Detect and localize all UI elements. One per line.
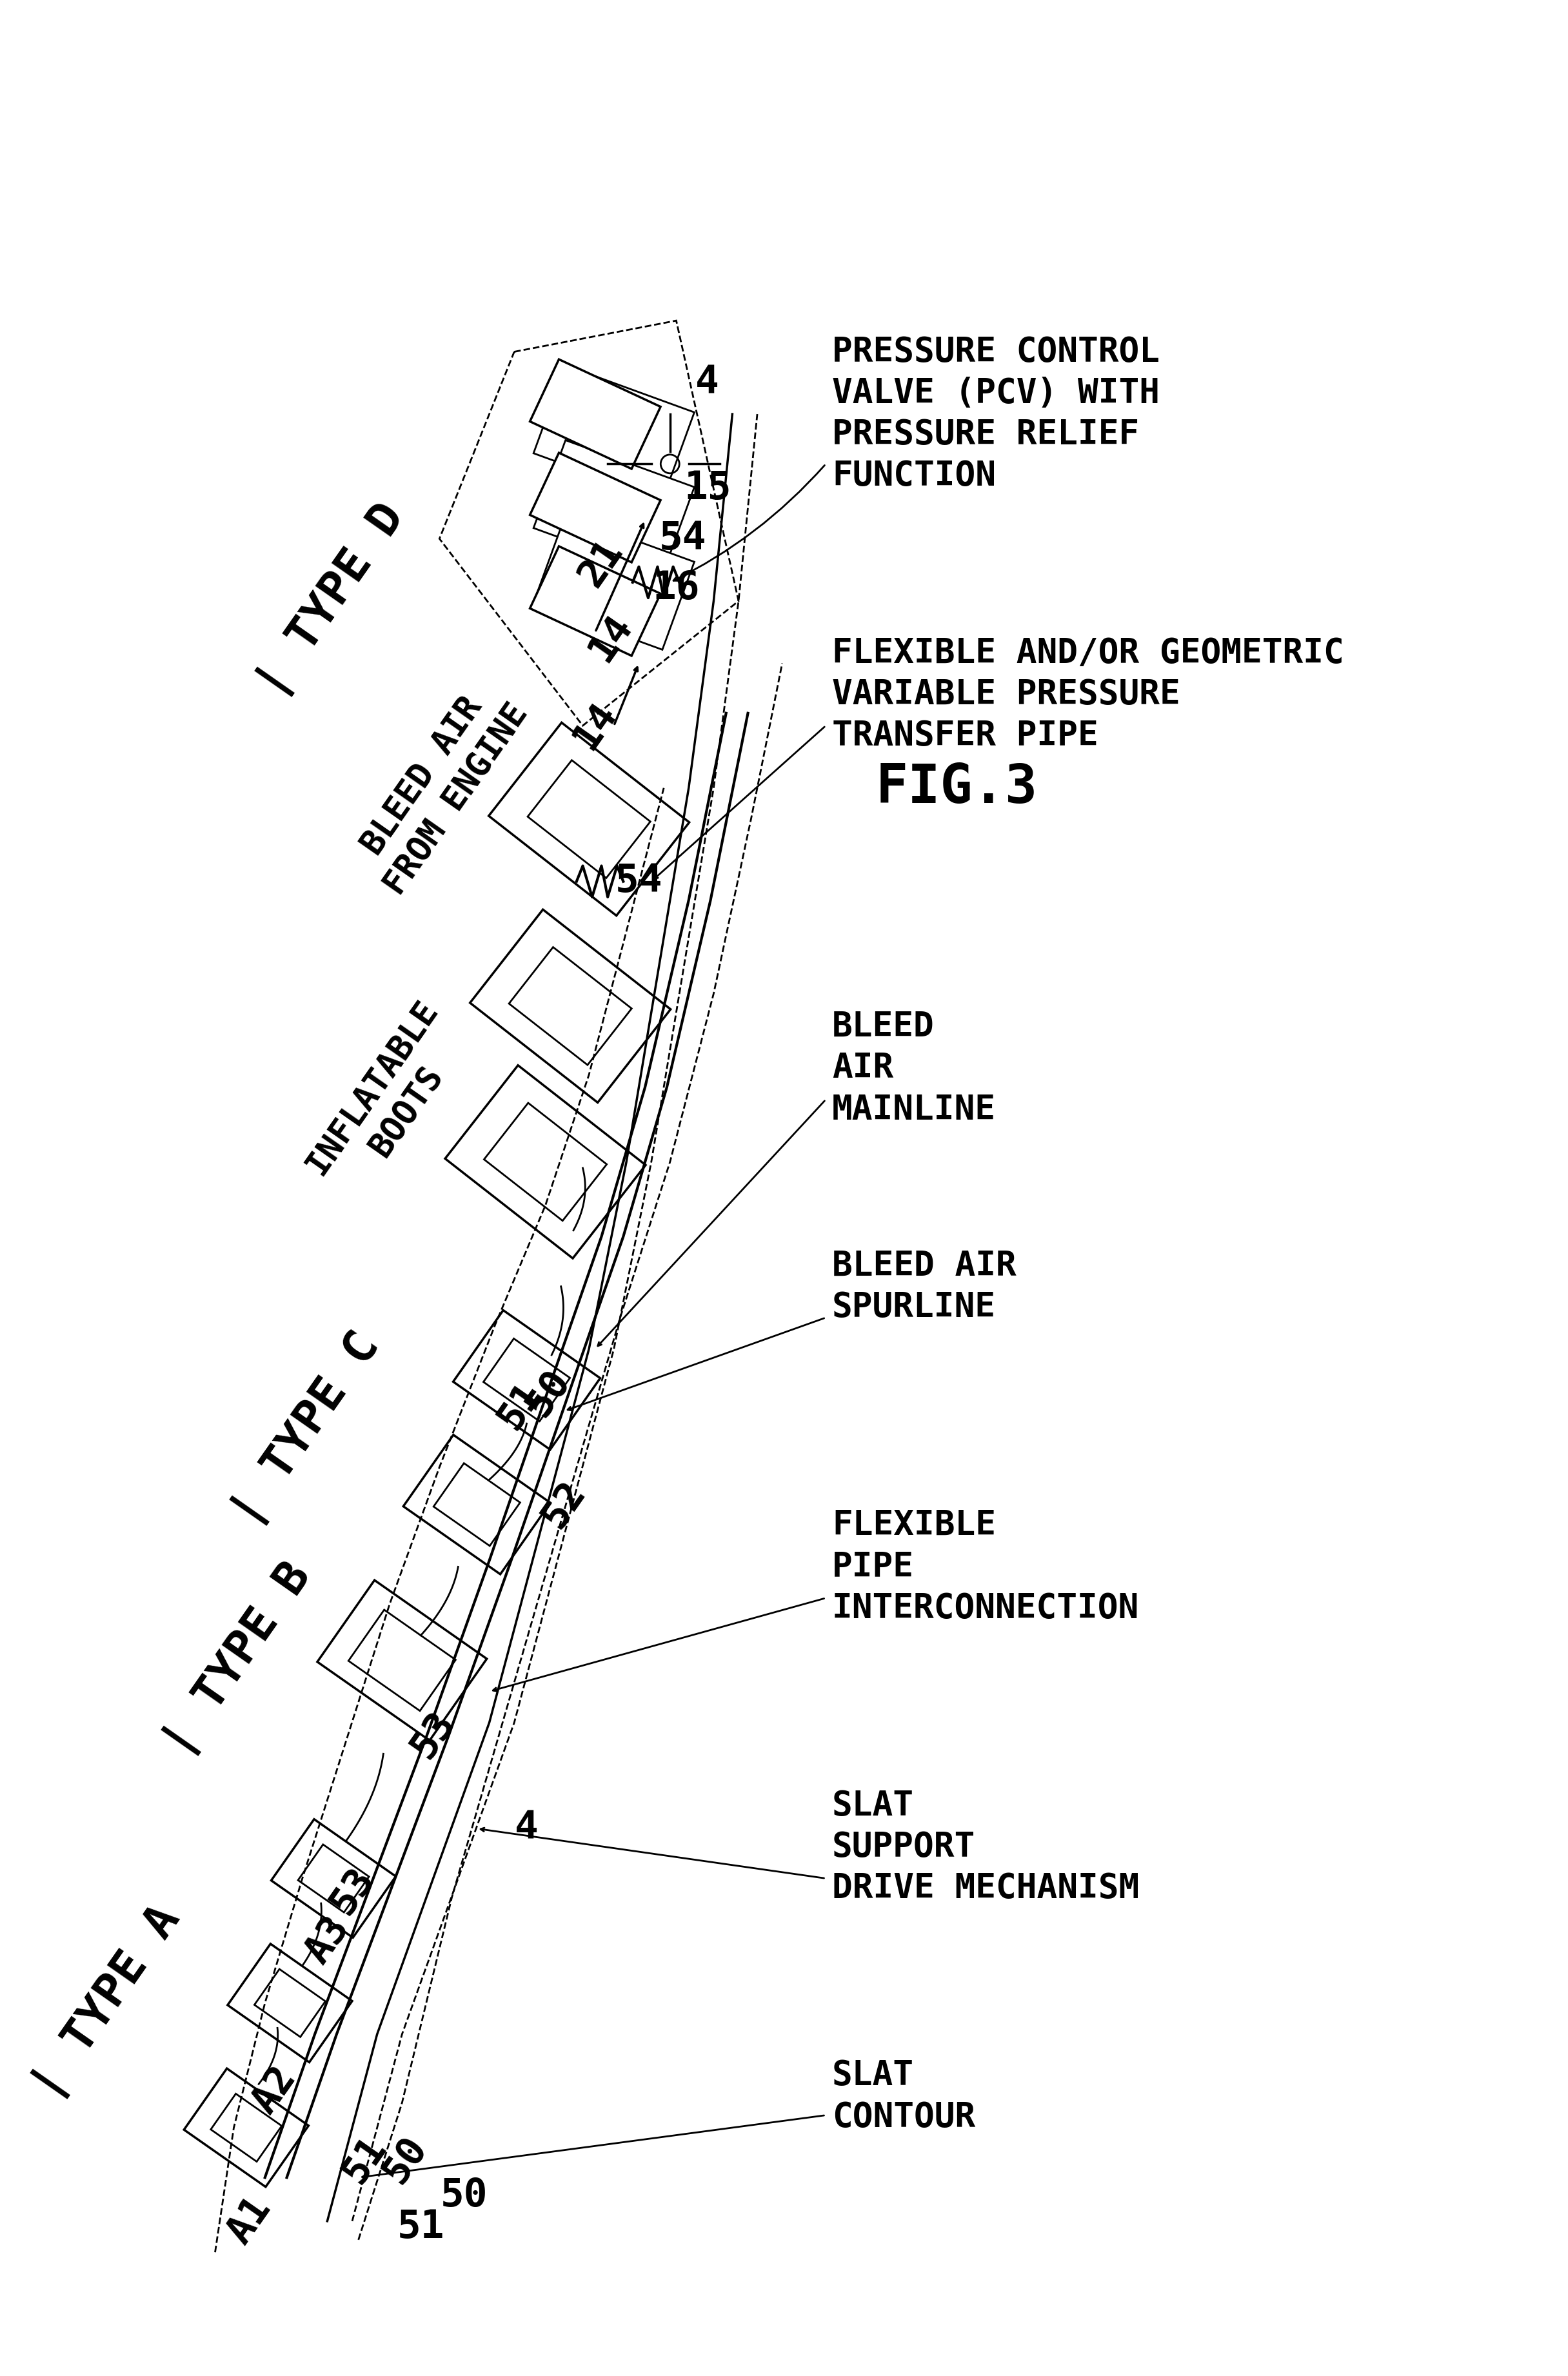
- Text: 50: 50: [376, 2129, 434, 2191]
- Polygon shape: [434, 1464, 521, 1547]
- Text: 14: 14: [582, 608, 640, 668]
- Polygon shape: [445, 1064, 646, 1259]
- Text: 51: 51: [336, 2129, 394, 2191]
- Text: 4: 4: [696, 364, 720, 402]
- Polygon shape: [227, 1944, 353, 2062]
- Text: 54: 54: [615, 862, 663, 901]
- Text: A2: A2: [245, 2060, 304, 2122]
- Polygon shape: [453, 1309, 601, 1449]
- Text: SLAT
CONTOUR: SLAT CONTOUR: [833, 2060, 975, 2134]
- Polygon shape: [439, 321, 739, 725]
- Text: 21: 21: [572, 532, 630, 594]
- Polygon shape: [210, 2093, 282, 2162]
- Text: 15: 15: [684, 470, 731, 508]
- Polygon shape: [528, 760, 651, 879]
- Text: | TYPE D: | TYPE D: [248, 497, 414, 706]
- Text: | TYPE A: | TYPE A: [24, 1898, 190, 2108]
- Text: BLEED AIR
FROM ENGINE: BLEED AIR FROM ENGINE: [343, 675, 535, 903]
- Text: BLEED
AIR
MAINLINE: BLEED AIR MAINLINE: [833, 1010, 996, 1126]
- Polygon shape: [530, 546, 660, 656]
- Polygon shape: [317, 1580, 486, 1742]
- Polygon shape: [483, 1338, 569, 1421]
- Text: BLEED AIR
SPURLINE: BLEED AIR SPURLINE: [833, 1250, 1016, 1323]
- Text: | TYPE C: | TYPE C: [223, 1326, 389, 1535]
- Polygon shape: [254, 1970, 326, 2036]
- Polygon shape: [530, 359, 660, 468]
- Text: 53: 53: [405, 1704, 463, 1765]
- Text: 53: 53: [323, 1860, 381, 1922]
- Polygon shape: [489, 722, 690, 915]
- Text: 52: 52: [535, 1473, 593, 1535]
- Text: 50: 50: [441, 2176, 488, 2214]
- Text: 16: 16: [652, 570, 699, 608]
- Text: 51: 51: [397, 2207, 444, 2245]
- Polygon shape: [533, 366, 695, 499]
- Text: 4: 4: [514, 1811, 538, 1849]
- Text: INFLATABLE
BOOTS: INFLATABLE BOOTS: [299, 993, 480, 1205]
- Polygon shape: [348, 1611, 456, 1711]
- Text: FLEXIBLE AND/OR GEOMETRIC
VARIABLE PRESSURE
TRANSFER PIPE: FLEXIBLE AND/OR GEOMETRIC VARIABLE PRESS…: [833, 637, 1344, 753]
- Polygon shape: [183, 2069, 309, 2186]
- Text: PRESSURE CONTROL
VALVE (PCV) WITH
PRESSURE RELIEF
FUNCTION: PRESSURE CONTROL VALVE (PCV) WITH PRESSU…: [833, 335, 1160, 494]
- Polygon shape: [271, 1820, 395, 1939]
- Polygon shape: [298, 1844, 368, 1913]
- Text: 51: 51: [491, 1376, 550, 1435]
- Polygon shape: [530, 454, 660, 563]
- Text: FIG.3: FIG.3: [875, 763, 1038, 815]
- Polygon shape: [403, 1435, 550, 1575]
- Polygon shape: [533, 516, 695, 649]
- Text: A3: A3: [298, 1910, 356, 1972]
- Text: SLAT
SUPPORT
DRIVE MECHANISM: SLAT SUPPORT DRIVE MECHANISM: [833, 1789, 1140, 1906]
- Polygon shape: [533, 440, 695, 575]
- Polygon shape: [651, 451, 688, 478]
- Text: FLEXIBLE
PIPE
INTERCONNECTION: FLEXIBLE PIPE INTERCONNECTION: [833, 1509, 1140, 1625]
- Text: | TYPE B: | TYPE B: [155, 1556, 321, 1765]
- Polygon shape: [470, 910, 671, 1102]
- Text: 50: 50: [519, 1364, 577, 1423]
- Text: A1: A1: [220, 2191, 279, 2252]
- Polygon shape: [510, 948, 632, 1064]
- Text: 14: 14: [566, 696, 624, 756]
- Text: 54: 54: [659, 520, 706, 558]
- Polygon shape: [485, 1102, 607, 1221]
